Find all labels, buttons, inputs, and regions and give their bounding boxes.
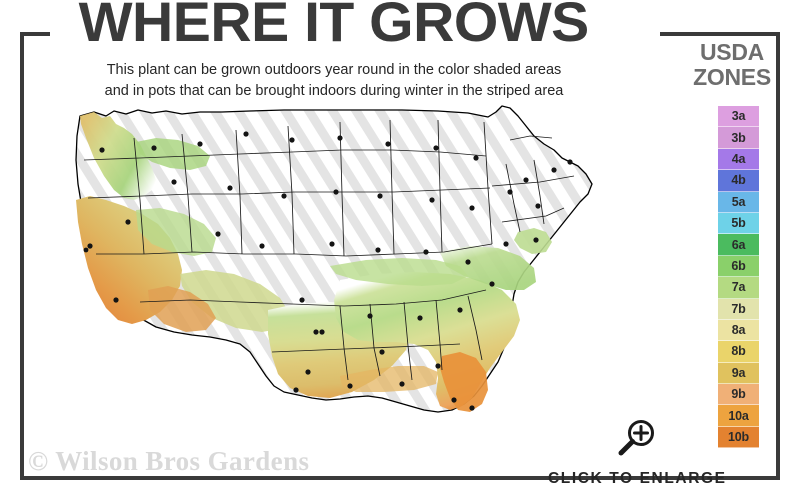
- frame-border-top-right: [660, 32, 780, 36]
- zone-band-ohio-valley: [330, 258, 468, 286]
- map-container[interactable]: [40, 104, 660, 444]
- subtitle-line-1: This plant can be grown outdoors year ro…: [106, 62, 562, 78]
- zone-band-florida: [440, 352, 488, 412]
- watermark: © Wilson Bros Gardens: [28, 446, 310, 476]
- legend-swatch-3a: 3a: [718, 106, 759, 128]
- legend-swatch-6b: 6b: [718, 255, 759, 278]
- zone-band-great-basin: [136, 208, 216, 256]
- frame-border-right: [776, 32, 780, 480]
- legend-heading-line-2: ZONES: [693, 63, 771, 90]
- zone-band-northeast-coast: [514, 228, 552, 254]
- frame-border-bottom-right: [700, 476, 780, 480]
- legend-swatch-4b: 4b: [718, 170, 759, 192]
- city-dots: [83, 131, 573, 411]
- frame-border-bottom: [20, 476, 700, 480]
- legend-swatch-6a: 6a: [718, 234, 759, 256]
- legend-swatch-8a: 8a: [718, 319, 759, 342]
- us-landmass[interactable]: [75, 105, 593, 413]
- legend-swatch-8b: 8b: [718, 341, 759, 363]
- frame-border-left: [20, 32, 24, 480]
- legend-swatch-9a: 9a: [718, 362, 759, 385]
- usda-zone-map[interactable]: [40, 104, 660, 444]
- legend-swatch-10a: 10a: [718, 405, 759, 427]
- legend-swatch-7a: 7a: [718, 277, 759, 299]
- legend-swatch-5b: 5b: [718, 212, 759, 235]
- usda-zone-legend: 3a 3b 4a 4b 5a 5b 6a 6b 7a 7b 8a 8b 9a 9b 10a 10b: [718, 106, 759, 449]
- magnifier-plus-icon[interactable]: [614, 418, 658, 458]
- legend-swatch-10b: 10b: [718, 426, 759, 449]
- legend-swatch-3b: 3b: [718, 127, 759, 149]
- zone-band-mid-atlantic: [440, 246, 536, 290]
- zone-band-arizona-hot: [148, 286, 216, 332]
- zone-band-pacific-northwest: [80, 112, 156, 200]
- legend-swatch-9b: 9b: [718, 384, 759, 406]
- legend-heading-line-1: USDA: [700, 39, 764, 65]
- legend-swatch-4a: 4a: [718, 148, 759, 171]
- zone-band-gulf-coast: [340, 366, 438, 392]
- click-to-enlarge-label[interactable]: CLICK TO ENLARGE: [548, 470, 727, 487]
- subtitle-line-2: and in pots that can be brought indoors …: [104, 83, 564, 100]
- legend-swatch-5a: 5a: [718, 191, 759, 213]
- frame-border-top-left: [20, 32, 50, 36]
- zone-band-southwest: [180, 270, 290, 332]
- legend-swatch-7b: 7b: [718, 298, 759, 320]
- subtitle: This plant can be grown outdoors year ro…: [34, 60, 634, 102]
- legend-heading: USDA ZONES: [676, 40, 788, 90]
- page-title: WHERE IT GROWS: [78, 0, 590, 53]
